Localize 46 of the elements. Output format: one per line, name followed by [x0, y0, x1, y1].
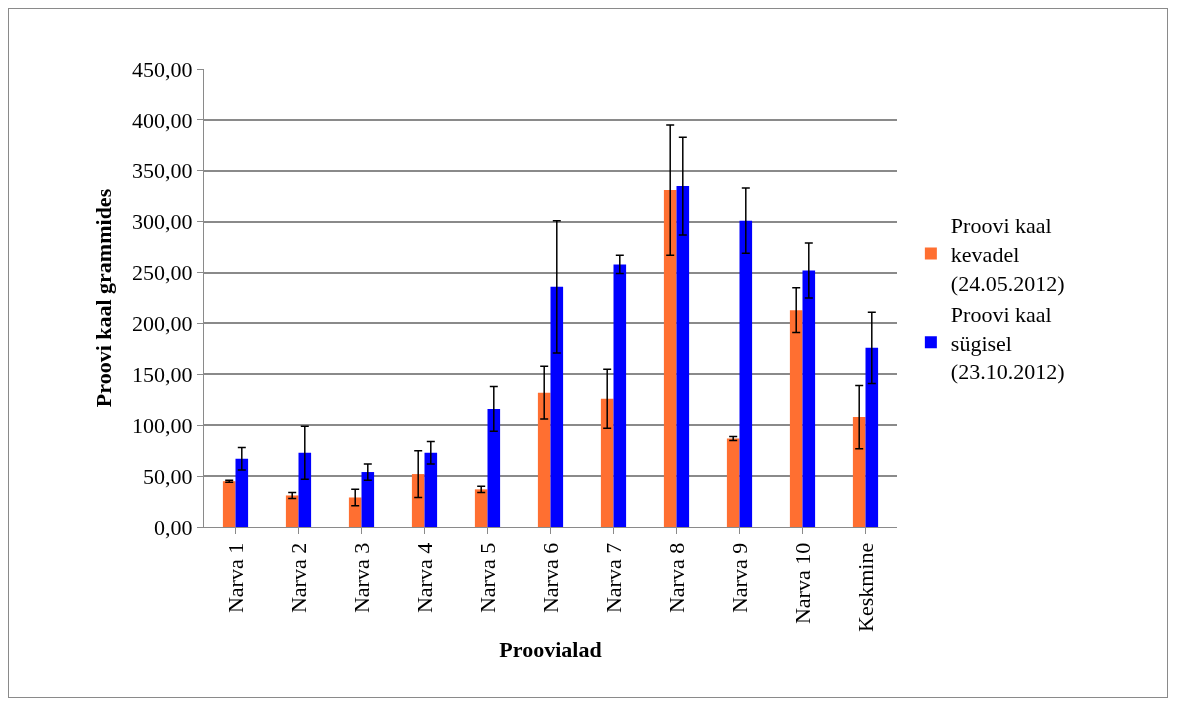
bar: [676, 186, 690, 527]
bar: [487, 408, 501, 527]
bar: [235, 458, 249, 527]
bar: [348, 497, 362, 527]
bar: [865, 347, 879, 527]
x-tick-label: Narva 7: [600, 542, 626, 614]
x-tick-label: Narva 10: [789, 542, 815, 625]
legend-label: Proovi kaal kevadel (24.05.2012): [950, 213, 1065, 296]
x-axis-title: Proovialad: [499, 636, 602, 662]
bar: [550, 286, 564, 527]
x-tick-label: Narva 2: [285, 542, 311, 614]
bar: [613, 264, 627, 527]
bar: [222, 481, 236, 527]
y-tick-label: 350,00: [132, 158, 193, 184]
bar: [424, 452, 438, 527]
y-tick-label: 250,00: [132, 260, 193, 286]
x-tick-label: Narva 3: [348, 542, 374, 614]
bar: [726, 438, 740, 527]
y-tick-label: 100,00: [132, 412, 193, 438]
bar: [802, 270, 816, 527]
bar: [411, 474, 425, 527]
y-tick-label: 300,00: [132, 209, 193, 235]
bar: [537, 392, 551, 527]
bar: [361, 472, 375, 527]
x-tick-label: Narva 8: [663, 542, 689, 614]
x-tick-label: Narva 4: [411, 542, 437, 614]
y-tick-label: 150,00: [132, 362, 193, 388]
x-tick-label: Narva 5: [474, 542, 500, 614]
y-tick-label: 0,00: [154, 514, 193, 540]
bar: [285, 495, 299, 527]
x-tick-label: Narva 9: [726, 542, 752, 614]
bar: [663, 190, 677, 527]
x-tick-label: Keskmine: [852, 542, 878, 632]
bar: [474, 489, 488, 527]
y-tick-label: 200,00: [132, 311, 193, 337]
y-tick-label: 400,00: [132, 107, 193, 133]
y-tick-label: 450,00: [132, 56, 193, 82]
legend-label: Proovi kaal sügisel (23.10.2012): [950, 302, 1065, 385]
bar: [852, 417, 866, 527]
bar: [789, 310, 803, 527]
bar: [739, 220, 753, 527]
x-tick-label: Narva 6: [537, 542, 563, 614]
y-tick-label: 50,00: [143, 463, 193, 489]
y-axis-title: Proovi kaal grammides: [90, 188, 116, 408]
bar: [600, 398, 614, 527]
x-tick-label: Narva 1: [222, 542, 248, 614]
